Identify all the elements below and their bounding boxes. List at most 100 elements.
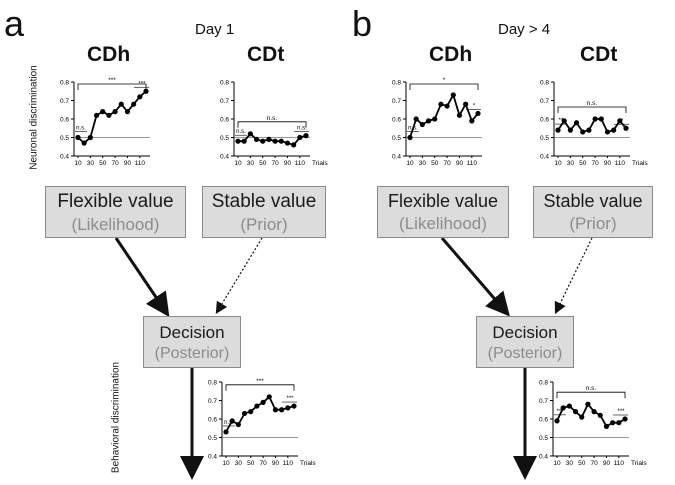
x-axis-label: Trials xyxy=(300,460,316,467)
x-tick-label: 50 xyxy=(578,460,586,467)
data-point xyxy=(413,116,419,122)
panel-b-cdh-title: CDh xyxy=(429,43,473,66)
panel-a-flexible-value-box: Flexible value (Likelihood) xyxy=(45,186,186,238)
panel-a-cdh-title: CDh xyxy=(87,43,131,66)
y-tick-label: 0.8 xyxy=(220,80,229,87)
data-point xyxy=(131,101,137,107)
x-tick-label: 90 xyxy=(456,160,464,167)
data-point xyxy=(444,103,450,109)
bracket-significance-label: *** xyxy=(256,378,264,385)
data-point xyxy=(75,134,81,141)
decision-label: Decision xyxy=(159,323,225,342)
data-point xyxy=(266,394,272,400)
x-tick-label: 110 xyxy=(615,160,626,167)
data-point xyxy=(566,403,572,409)
data-point xyxy=(598,116,604,122)
x-tick-label: 70 xyxy=(591,160,599,167)
data-point xyxy=(229,418,235,424)
bracket-significance-label: *** xyxy=(108,77,116,84)
x-tick-label: 10 xyxy=(222,460,230,467)
data-point xyxy=(260,138,266,144)
y-tick-label: 0.7 xyxy=(220,98,229,105)
data-point xyxy=(592,116,598,122)
data-point xyxy=(106,112,112,118)
significance-bracket xyxy=(556,391,626,399)
y-tick-label: 0.7 xyxy=(208,398,217,405)
data-point xyxy=(143,88,149,94)
data-point xyxy=(93,112,100,118)
arrow-a-flexible-to-decision xyxy=(114,237,170,317)
end-significance-label: * xyxy=(473,103,476,109)
data-point xyxy=(279,407,285,413)
data-point xyxy=(112,109,118,115)
y-tick-label: 0.7 xyxy=(392,98,401,105)
data-point xyxy=(623,125,629,131)
data-point xyxy=(579,414,585,420)
data-point xyxy=(303,133,309,139)
data-point xyxy=(469,118,475,124)
data-point xyxy=(573,120,580,126)
y-tick-label: 0.5 xyxy=(60,135,69,142)
start-significance-label: n.s. xyxy=(236,129,246,135)
decision-label: Decision xyxy=(492,323,558,342)
data-point xyxy=(266,136,272,142)
y-tick-label: 0.6 xyxy=(539,417,548,424)
data-point xyxy=(297,134,303,141)
x-tick-label: 110 xyxy=(135,160,146,167)
start-significance-label: n.s. xyxy=(224,420,234,426)
x-tick-label: 50 xyxy=(247,460,255,467)
data-point xyxy=(419,121,425,128)
arrow-b-flexible-to-decision xyxy=(440,237,510,317)
x-tick-label: 30 xyxy=(235,460,243,467)
y-tick-label: 0.5 xyxy=(208,435,217,442)
x-tick-label: 30 xyxy=(87,160,95,167)
prior-label: (Prior) xyxy=(569,214,617,233)
x-tick-label: 10 xyxy=(234,160,242,167)
panel-b-decision-box: Decision (Posterior) xyxy=(476,316,574,368)
data-point xyxy=(456,112,463,118)
x-tick-label: 90 xyxy=(272,460,280,467)
series-line xyxy=(238,132,307,146)
x-tick-label: 10 xyxy=(554,160,562,167)
data-point xyxy=(611,127,617,133)
data-point xyxy=(567,127,573,133)
significance-bracket xyxy=(237,121,307,128)
x-tick-label: 30 xyxy=(566,460,574,467)
y-tick-label: 0.6 xyxy=(220,117,229,124)
data-point xyxy=(124,109,131,115)
y-tick-label: 0.6 xyxy=(60,117,69,124)
x-tick-label: 70 xyxy=(443,160,451,167)
y-tick-label: 0.7 xyxy=(60,98,69,105)
data-point xyxy=(278,138,284,144)
data-point xyxy=(247,131,253,137)
bracket-significance-label: n.s. xyxy=(267,115,278,122)
data-point xyxy=(554,418,560,424)
data-point xyxy=(137,94,143,100)
panel-letter-a: a xyxy=(4,3,25,44)
flexible-value-label: Flexible value xyxy=(57,191,174,212)
x-tick-label: 50 xyxy=(431,160,439,167)
chart-panel-a-cdh: 0.4 0.5 0.6 0.7 0.8 10 30 50 70 90 110 *** n.s. *** xyxy=(60,77,150,167)
data-point xyxy=(617,118,623,124)
behavioral-discrimination-axis-label: Behavioral discrimination xyxy=(110,361,122,474)
data-point xyxy=(585,401,591,407)
x-tick-label: 10 xyxy=(74,160,82,167)
data-point xyxy=(118,101,124,107)
y-tick-label: 0.6 xyxy=(208,417,217,424)
significance-bracket xyxy=(557,106,627,113)
y-tick-label: 0.8 xyxy=(208,380,217,387)
stable-value-label: Stable value xyxy=(543,191,643,211)
x-axis-label: Trials xyxy=(312,160,328,167)
prior-label: (Prior) xyxy=(240,215,288,234)
start-significance-label: n.s. xyxy=(76,126,86,132)
y-tick-label: 0.5 xyxy=(540,135,549,142)
end-significance-label: n.s. xyxy=(297,126,307,132)
series-line xyxy=(77,90,147,145)
data-point xyxy=(555,127,561,133)
chart-panel-b-cdh: 0.4 0.5 0.6 0.7 0.8 10 30 50 70 90 110 * n.s. * xyxy=(392,77,482,167)
data-point xyxy=(291,142,297,148)
data-point xyxy=(291,403,297,409)
y-tick-label: 0.4 xyxy=(220,154,229,161)
data-point xyxy=(248,409,254,415)
